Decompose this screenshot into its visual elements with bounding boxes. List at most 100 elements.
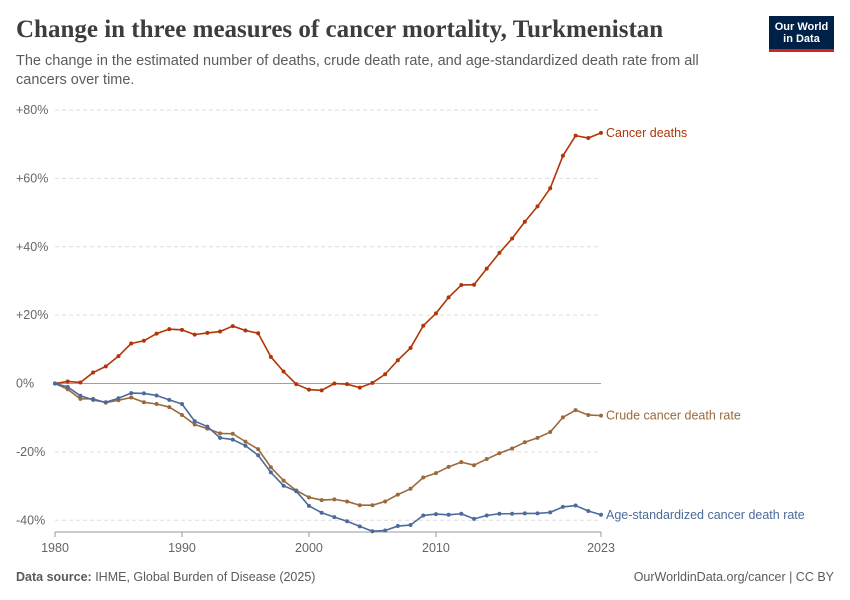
data-point[interactable] — [459, 511, 464, 516]
data-point[interactable] — [472, 463, 477, 468]
data-point[interactable] — [154, 331, 159, 336]
data-point[interactable] — [141, 391, 146, 396]
data-point[interactable] — [408, 486, 413, 491]
data-point[interactable] — [370, 380, 375, 385]
data-point[interactable] — [141, 338, 146, 343]
data-point[interactable] — [586, 509, 591, 514]
data-point[interactable] — [243, 328, 248, 333]
data-point[interactable] — [306, 495, 311, 500]
data-point[interactable] — [192, 332, 197, 337]
data-point[interactable] — [345, 382, 350, 387]
data-point[interactable] — [484, 266, 489, 271]
data-point[interactable] — [179, 412, 184, 417]
data-point[interactable] — [345, 499, 350, 504]
data-point[interactable] — [91, 397, 96, 402]
data-point[interactable] — [370, 529, 375, 534]
data-point[interactable] — [192, 422, 197, 427]
data-point[interactable] — [281, 369, 286, 374]
data-point[interactable] — [319, 388, 324, 393]
data-point[interactable] — [408, 523, 413, 528]
data-point[interactable] — [421, 513, 426, 518]
data-point[interactable] — [446, 295, 451, 300]
credit-link[interactable]: OurWorldinData.org/cancer | CC BY — [633, 570, 834, 584]
data-point[interactable] — [510, 236, 515, 241]
data-point[interactable] — [218, 329, 223, 334]
data-point[interactable] — [91, 370, 96, 375]
data-point[interactable] — [599, 512, 603, 517]
data-point[interactable] — [433, 512, 438, 517]
series-line[interactable] — [54, 382, 602, 532]
data-point[interactable] — [205, 330, 210, 335]
data-point[interactable] — [243, 439, 248, 444]
data-point[interactable] — [383, 372, 388, 377]
data-point[interactable] — [395, 358, 400, 363]
data-point[interactable] — [573, 408, 578, 413]
series-line[interactable] — [54, 132, 602, 392]
data-point[interactable] — [472, 516, 477, 521]
data-point[interactable] — [294, 382, 299, 387]
data-point[interactable] — [332, 381, 337, 386]
data-point[interactable] — [573, 133, 578, 138]
data-point[interactable] — [268, 465, 273, 470]
data-point[interactable] — [65, 379, 70, 384]
data-point[interactable] — [548, 430, 553, 435]
data-point[interactable] — [192, 419, 197, 424]
data-point[interactable] — [205, 424, 210, 429]
owid-logo[interactable]: Our World in Data — [769, 16, 834, 52]
data-point[interactable] — [306, 387, 311, 392]
data-point[interactable] — [268, 470, 273, 475]
data-point[interactable] — [408, 345, 413, 350]
data-point[interactable] — [573, 503, 578, 508]
data-point[interactable] — [167, 405, 172, 410]
data-point[interactable] — [116, 354, 121, 359]
data-point[interactable] — [497, 511, 502, 516]
data-point[interactable] — [535, 511, 540, 516]
data-point[interactable] — [510, 446, 515, 451]
data-point[interactable] — [446, 512, 451, 517]
data-point[interactable] — [345, 519, 350, 524]
data-point[interactable] — [319, 510, 324, 515]
data-point[interactable] — [459, 460, 464, 465]
data-point[interactable] — [256, 447, 261, 452]
data-point[interactable] — [78, 380, 83, 385]
data-point[interactable] — [421, 475, 426, 480]
data-point[interactable] — [281, 483, 286, 488]
data-point[interactable] — [586, 412, 591, 417]
data-point[interactable] — [433, 471, 438, 476]
data-point[interactable] — [535, 204, 540, 209]
data-point[interactable] — [522, 440, 527, 445]
data-point[interactable] — [357, 385, 362, 390]
data-point[interactable] — [599, 130, 603, 135]
data-point[interactable] — [522, 511, 527, 516]
data-point[interactable] — [230, 437, 235, 442]
data-point[interactable] — [129, 395, 134, 400]
data-point[interactable] — [560, 504, 565, 509]
data-point[interactable] — [65, 384, 70, 389]
data-point[interactable] — [281, 478, 286, 483]
data-point[interactable] — [560, 415, 565, 420]
data-point[interactable] — [421, 323, 426, 328]
data-point[interactable] — [522, 219, 527, 224]
data-point[interactable] — [53, 381, 57, 386]
data-point[interactable] — [306, 503, 311, 508]
data-point[interactable] — [230, 431, 235, 436]
data-point[interactable] — [218, 431, 223, 436]
data-point[interactable] — [383, 499, 388, 504]
data-point[interactable] — [484, 513, 489, 518]
data-point[interactable] — [548, 510, 553, 515]
data-point[interactable] — [103, 400, 108, 405]
data-point[interactable] — [560, 153, 565, 158]
data-point[interactable] — [332, 497, 337, 502]
data-point[interactable] — [586, 136, 591, 141]
data-point[interactable] — [446, 464, 451, 469]
data-point[interactable] — [243, 443, 248, 448]
data-point[interactable] — [459, 283, 464, 288]
data-point[interactable] — [78, 393, 83, 398]
data-point[interactable] — [332, 515, 337, 520]
data-point[interactable] — [497, 250, 502, 255]
data-point[interactable] — [294, 489, 299, 494]
data-point[interactable] — [116, 396, 121, 401]
data-point[interactable] — [395, 492, 400, 497]
data-point[interactable] — [154, 402, 159, 407]
data-point[interactable] — [472, 282, 477, 287]
